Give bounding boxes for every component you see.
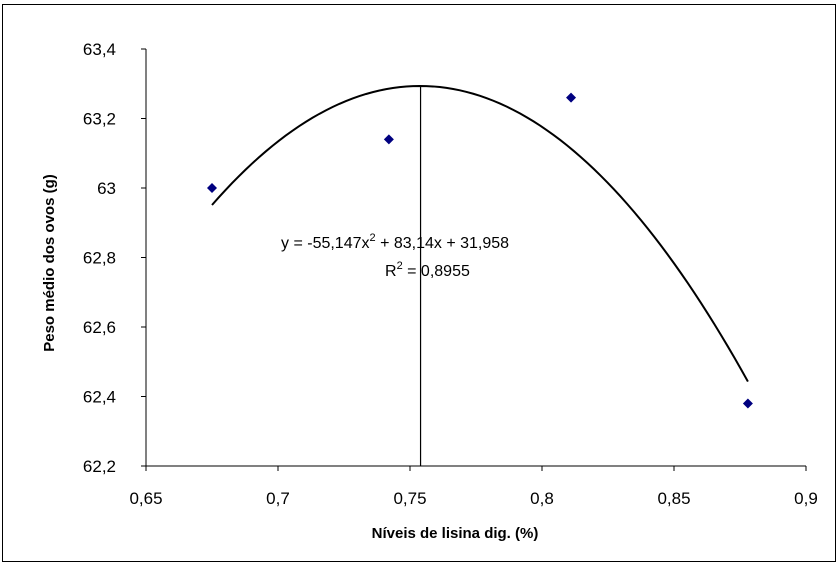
data-point	[742, 398, 753, 409]
r-squared-label: R2 = 0,8955	[385, 260, 470, 280]
data-point	[207, 183, 217, 193]
chart-frame: 62,2 62,4 62,6 62,8 63 63,2 63,4 0,65 0,7 0,75 0,…	[2, 4, 836, 562]
data-point	[566, 92, 577, 103]
data-point	[383, 134, 394, 145]
x-tick-label: 0,85	[657, 489, 690, 508]
y-axis-ticks: 62,2 62,4 62,6 62,8 63 63,2 63,4	[83, 40, 146, 476]
y-tick-label: 63,4	[83, 40, 116, 59]
x-tick-label: 0,9	[794, 489, 818, 508]
y-tick-label: 62,2	[83, 457, 116, 476]
y-tick-label: 62,4	[83, 388, 116, 407]
data-points	[207, 92, 753, 409]
x-tick-label: 0,65	[129, 489, 162, 508]
y-axis-title: Peso médio dos ovos (g)	[41, 174, 58, 352]
x-tick-label: 0,8	[530, 489, 554, 508]
trendline-curve	[211, 84, 749, 383]
x-axis-title: Níveis de lisina dig. (%)	[372, 525, 539, 542]
x-axis-ticks: 0,65 0,7 0,75 0,8 0,85 0,9	[129, 466, 818, 508]
x-tick-label: 0,7	[266, 489, 290, 508]
x-tick-label: 0,75	[393, 489, 426, 508]
y-tick-label: 62,6	[83, 318, 116, 337]
trendline-equation: y = -55,147x2 + 83,14x + 31,958	[281, 232, 509, 252]
y-tick-label: 62,8	[83, 249, 116, 268]
y-tick-label: 63,2	[83, 110, 116, 129]
y-tick-label: 63	[97, 179, 116, 198]
